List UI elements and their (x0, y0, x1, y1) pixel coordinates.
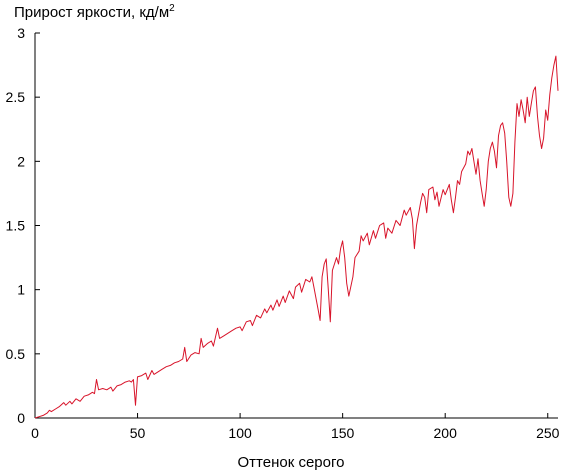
y-tick-label: 1.5 (6, 218, 26, 234)
ticks: 0 0.5 1 1.5 2 2.5 3 0 50 100 150 200 250 (6, 25, 560, 441)
x-tick-label: 150 (331, 425, 355, 441)
y-tick-label: 0.5 (6, 346, 26, 362)
x-tick-label: 250 (536, 425, 560, 441)
y-tick-label: 1 (17, 282, 25, 298)
y-tick-label: 0 (17, 410, 25, 426)
y-axis-title: Прирост яркости, кд/м2 (14, 3, 175, 21)
x-tick-label: 100 (228, 425, 252, 441)
x-axis-title: Оттенок серого (238, 454, 345, 471)
y-tick-label: 3 (17, 25, 25, 41)
y-tick-label: 2 (17, 153, 25, 169)
x-tick-label: 0 (31, 425, 39, 441)
axes (34, 33, 558, 419)
data-series (34, 55, 559, 419)
x-tick-label: 50 (130, 425, 146, 441)
y-tick-label: 2.5 (6, 89, 26, 105)
y-axis-title-text: Прирост яркости, кд/м (14, 4, 169, 21)
x-tick-label: 200 (434, 425, 458, 441)
series-line (34, 55, 559, 419)
y-axis-title-superscript: 2 (169, 3, 175, 14)
